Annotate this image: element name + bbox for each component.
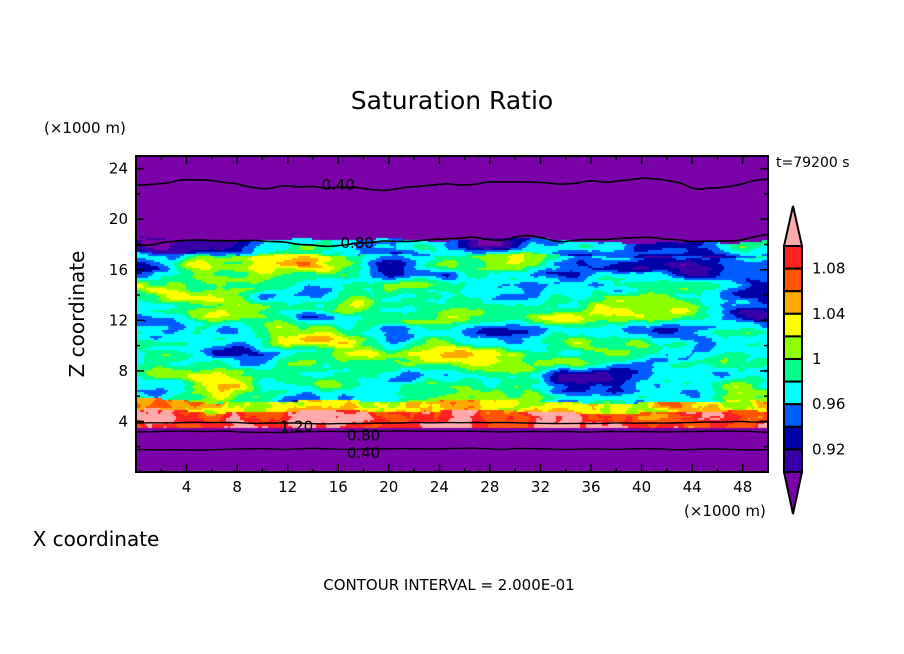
contour-line: [136, 420, 769, 425]
y-tick-label: 12: [109, 311, 128, 329]
contour-line: [136, 447, 769, 451]
x-tick-label: 28: [480, 478, 499, 496]
contour-label: 0.40: [322, 176, 355, 194]
x-tick-label: 12: [278, 478, 297, 496]
colorbar-max-arrow: [782, 205, 804, 247]
y-axis-label: Z coordinate: [65, 250, 89, 378]
colorbar-swatch: [783, 448, 803, 473]
contour-line: [135, 430, 769, 434]
x-tick-label: 36: [581, 478, 600, 496]
x-unit-label: (×1000 m): [684, 502, 766, 520]
x-tick-label: 32: [531, 478, 550, 496]
x-tick-label: 20: [379, 478, 398, 496]
contour-interval-label: CONTOUR INTERVAL = 2.000E-01: [323, 576, 575, 594]
y-tick-label: 20: [109, 210, 128, 228]
time-label: t=79200 s: [776, 155, 850, 171]
colorbar-swatch: [783, 312, 803, 338]
y-tick-label: 8: [118, 362, 128, 380]
y-unit-label: (×1000 m): [44, 119, 126, 137]
x-axis-label: X coordinate: [32, 527, 160, 551]
contour-label: 0.80: [347, 426, 380, 444]
colorbar-swatch: [783, 335, 803, 360]
colorbar-swatch: [783, 267, 803, 293]
colorbar-swatch: [783, 358, 803, 383]
x-tick-label: 44: [683, 478, 702, 496]
colorbar-swatch: [783, 380, 803, 406]
colorbar-swatch: [783, 403, 803, 428]
plot-frame: [135, 155, 769, 473]
colorbar-min-arrow: [782, 471, 804, 515]
contour-label: 0.40: [347, 444, 380, 462]
x-tick-label: 40: [632, 478, 651, 496]
colorbar-swatch: [783, 245, 803, 270]
saturation-field: [136, 156, 768, 472]
chart-title: Saturation Ratio: [350, 86, 554, 115]
x-tick-label: 24: [430, 478, 449, 496]
y-tick-label: 24: [109, 160, 128, 178]
x-tick-label: 48: [733, 478, 752, 496]
contour-label: 1.20: [280, 417, 313, 435]
y-tick-label: 16: [109, 261, 128, 279]
contour-label: 0.80: [340, 234, 373, 252]
x-tick-label: 8: [232, 478, 242, 496]
x-tick-label: 16: [329, 478, 348, 496]
contour-line: [135, 233, 769, 248]
colorbar-tick-label: 1.04: [812, 305, 845, 323]
colorbar-tick-label: 0.92: [812, 440, 845, 458]
y-tick-label: 4: [118, 412, 128, 430]
colorbar-tick-label: 1: [812, 350, 822, 368]
colorbar-tick-label: 1.08: [812, 260, 845, 278]
contour-line: [135, 177, 769, 192]
colorbar-swatch: [783, 290, 803, 315]
colorbar-tick-label: 0.96: [812, 395, 845, 413]
colorbar-swatch: [783, 425, 803, 451]
x-tick-label: 4: [182, 478, 192, 496]
